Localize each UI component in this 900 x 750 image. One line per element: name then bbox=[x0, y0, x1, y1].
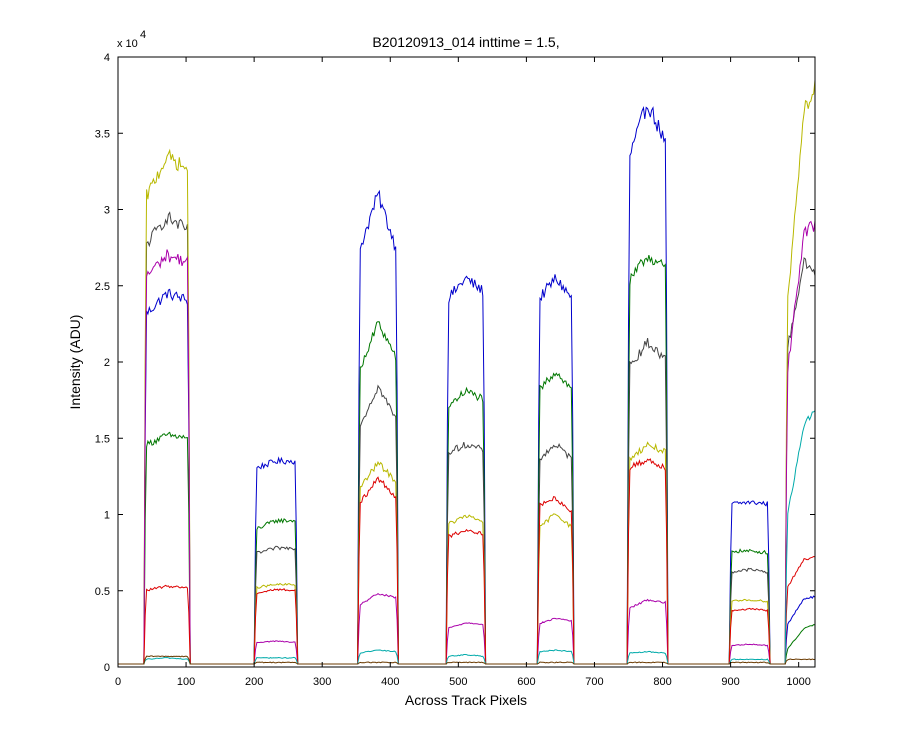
x-tick-label: 300 bbox=[313, 676, 331, 688]
y-tick-label: 2.5 bbox=[95, 281, 110, 293]
y-tick-label: 4 bbox=[104, 52, 110, 64]
x-tick-label: 0 bbox=[115, 676, 121, 688]
y-tick-label: 1 bbox=[104, 510, 110, 522]
x-tick-label: 700 bbox=[585, 676, 603, 688]
x-tick-label: 400 bbox=[381, 676, 399, 688]
x-tick-label: 800 bbox=[653, 676, 671, 688]
y-tick-label: 1.5 bbox=[95, 433, 110, 445]
y-tick-label: 0.5 bbox=[95, 586, 110, 598]
x-axis-label: Across Track Pixels bbox=[405, 692, 527, 708]
plot-background bbox=[118, 57, 815, 667]
series-layer bbox=[118, 79, 815, 665]
plot-area bbox=[117, 56, 816, 668]
x-tick-label: 200 bbox=[245, 676, 263, 688]
tick-layer: 0 100 200 300 400 500 600 700 800 900 1000 0 0.5 1 1.5… bbox=[95, 52, 815, 688]
x-tick-label: 900 bbox=[721, 676, 739, 688]
y-multiplier-exponent: 4 bbox=[140, 29, 146, 41]
y-tick-label: 3 bbox=[104, 205, 110, 217]
y-axis-label: Intensity (ADU) bbox=[67, 315, 83, 410]
y-tick-label: 0 bbox=[104, 662, 110, 674]
y-multiplier-base: x 10 bbox=[117, 38, 138, 50]
x-tick-label: 100 bbox=[177, 676, 195, 688]
x-tick-label: 600 bbox=[517, 676, 535, 688]
y-tick-label: 2 bbox=[104, 357, 110, 369]
x-tick-label: 500 bbox=[449, 676, 467, 688]
chart-title: B20120913_014 inttime = 1.5, bbox=[372, 34, 559, 50]
y-tick-label: 3.5 bbox=[95, 128, 110, 140]
x-tick-label: 1000 bbox=[786, 676, 810, 688]
series-line-8 bbox=[118, 655, 815, 665]
